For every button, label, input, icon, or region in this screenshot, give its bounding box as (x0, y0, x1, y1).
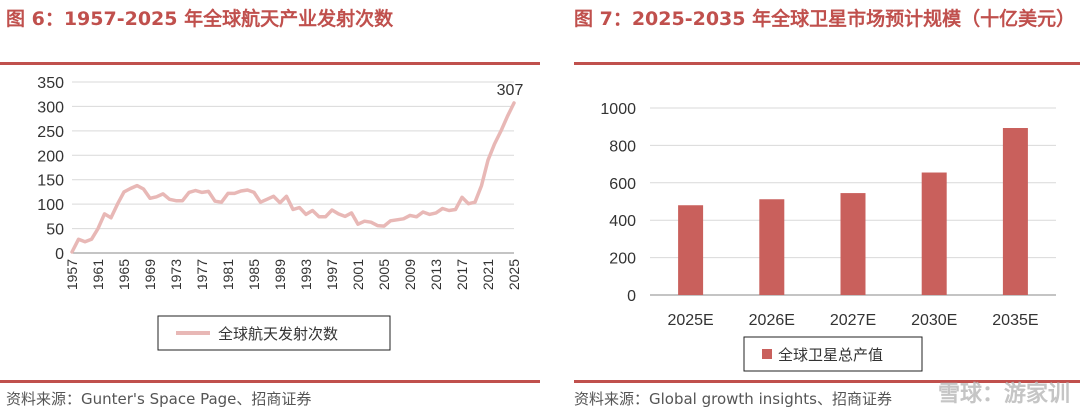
figure-6-panel: 图 6：1957-2025 年全球航天产业发射次数 0 50 100 150 200 25… (0, 8, 540, 408)
y-tick-label: 150 (37, 173, 64, 190)
end-value-label: 307 (497, 82, 524, 99)
figure-7-bottom-rule (574, 380, 1080, 383)
y-tick-label: 600 (609, 176, 636, 193)
x-tick-label: 1973 (168, 259, 184, 290)
x-tick-label: 2026E (749, 312, 795, 329)
line-legend: 全球航天发射次数 (157, 315, 391, 351)
x-tick-label: 1993 (298, 259, 314, 290)
x-tick-label: 1961 (90, 259, 106, 290)
satellite-market-bar-chart: 0 200 400 600 800 1000 2025E 2026E 2027E 2030E 20… (600, 101, 1056, 372)
x-tick-label: 1985 (246, 259, 262, 290)
x-tick-label: 1969 (142, 259, 158, 290)
figure-7-source: 资料来源：Global growth insights、招商证券 (574, 390, 892, 408)
figure-6-title: 图 6：1957-2025 年全球航天产业发射次数 (6, 8, 394, 30)
launch-count-series-line (70, 101, 516, 254)
y-tick-label: 400 (609, 213, 636, 230)
bar-2030E (921, 172, 947, 295)
x-tick-label: 2030E (911, 312, 957, 329)
y-tick-label: 1000 (600, 101, 636, 118)
watermark: 雪球：游家训 (937, 382, 1070, 407)
x-tick-label: 2017 (454, 259, 470, 290)
x-tick-label: 2013 (428, 259, 444, 290)
y-tick-label: 100 (37, 197, 64, 214)
legend-box (743, 336, 923, 372)
bar-2026E (759, 199, 785, 295)
y-tick-label: 250 (37, 124, 64, 141)
x-tick-label: 2009 (402, 259, 418, 290)
y-tick-label: 350 (37, 75, 64, 92)
figure-6-bottom-rule (0, 380, 540, 383)
x-tick-label: 1957 (64, 259, 80, 290)
bar-legend: 全球卫星总产值 (743, 336, 923, 372)
bar-2027E (840, 193, 866, 295)
figure-6-top-rule (0, 62, 540, 65)
x-tick-label: 2025 (506, 259, 522, 290)
x-tick-label: 2005 (376, 259, 392, 290)
y-tick-label: 800 (609, 138, 636, 155)
bar-2035E (1002, 128, 1028, 295)
figure-7-title: 图 7：2025-2035 年全球卫星市场预计规模（十亿美元） (574, 8, 1076, 30)
y-tick-label: 50 (46, 222, 64, 239)
x-tick-label: 1989 (272, 259, 288, 290)
x-tick-label: 1981 (220, 259, 236, 290)
figure-7-panel: 图 7：2025-2035 年全球卫星市场预计规模（十亿美元） 0 200 400 6… (540, 0, 1080, 416)
x-tick-label: 1977 (194, 259, 210, 290)
x-tick-label: 1965 (116, 259, 132, 290)
x-tick-label: 2025E (667, 312, 713, 329)
y-tick-label: 0 (55, 246, 64, 263)
legend-label: 全球卫星总产值 (778, 346, 883, 364)
legend-label: 全球航天发射次数 (218, 325, 338, 343)
y-tick-label: 200 (37, 148, 64, 165)
y-tick-label: 300 (37, 99, 64, 116)
bar-2025E (678, 205, 704, 295)
y-tick-label: 200 (609, 251, 636, 268)
y-tick-label: 0 (627, 288, 636, 305)
launch-count-line-chart: 0 50 100 150 200 250 300 350 1957 1961 1965 1969 19… (37, 75, 524, 351)
x-tick-label: 2027E (830, 312, 876, 329)
x-tick-label: 2001 (350, 259, 366, 290)
x-tick-label: 1997 (324, 259, 340, 290)
x-tick-label: 2021 (480, 259, 496, 290)
legend-swatch (762, 349, 772, 359)
figure-6-source: 资料来源：Gunter's Space Page、招商证券 (6, 390, 312, 408)
x-tick-label: 2035E (992, 312, 1038, 329)
figure-7-top-rule (574, 62, 1080, 65)
